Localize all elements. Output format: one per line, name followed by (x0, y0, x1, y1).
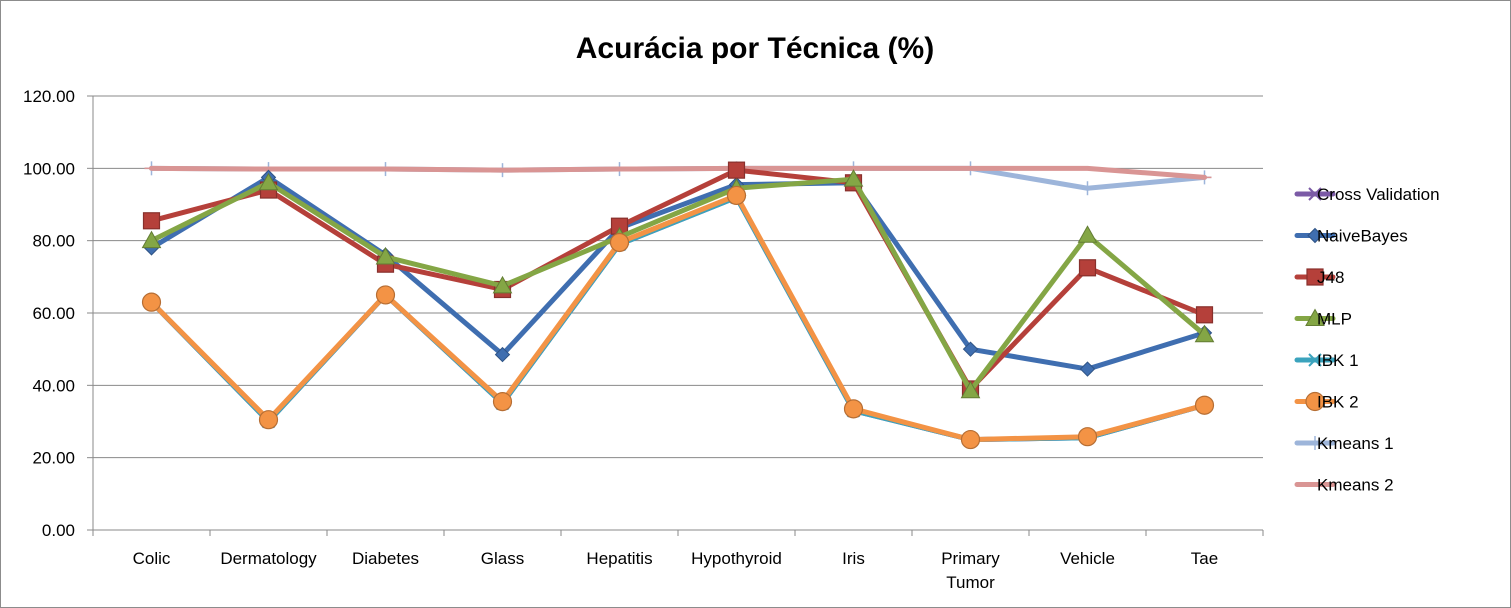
x-tick-label: Dermatology (220, 549, 317, 568)
data-point (1195, 306, 1214, 324)
x-axis: Colic Dermatology Diabetes Glass Hepatitis Hy… (92, 530, 1264, 592)
x-tick-label: Glass (481, 549, 524, 568)
data-point (1077, 427, 1098, 447)
legend-item: NaiveBayes (1294, 227, 1408, 246)
chart-title: Acurácia por Técnica (%) (576, 32, 934, 65)
data-point (1194, 324, 1215, 343)
grid-lines (93, 95, 1263, 531)
y-tick-label: 20.00 (32, 449, 75, 468)
data-point (843, 399, 864, 419)
data-point (258, 410, 279, 430)
y-tick-label: 80.00 (32, 232, 75, 251)
data-point (142, 212, 161, 230)
legend-marker (1308, 436, 1322, 450)
data-point (375, 246, 396, 265)
data-point (1080, 181, 1095, 196)
legend-marker (1305, 391, 1325, 412)
legend-label: IBK 2 (1317, 393, 1359, 412)
legend-item: Kmeans 2 (1294, 476, 1394, 495)
data-point (141, 292, 162, 312)
series-naivebayes (143, 169, 1213, 377)
legend-item: MLP (1294, 308, 1352, 329)
y-tick-label: 100.00 (23, 159, 75, 178)
legend-label: IBK 1 (1317, 351, 1359, 370)
legend-marker (1308, 353, 1322, 367)
x-tick-label: Hepatitis (586, 549, 652, 568)
series-line (149, 194, 1207, 443)
data-point (1194, 395, 1215, 415)
legend-marker (1307, 227, 1323, 244)
legend-marker (1306, 268, 1324, 286)
data-point (1079, 361, 1096, 377)
legend-item: Kmeans 1 (1294, 434, 1394, 453)
data-point (609, 232, 630, 253)
data-point (727, 161, 746, 179)
x-tick-label: Vehicle (1060, 549, 1115, 568)
x-tick-label: Hypothyroid (691, 549, 782, 568)
series-line (149, 167, 1207, 392)
y-axis: 0.00 20.00 40.00 60.00 80.00 100.00 120.00 (23, 87, 94, 540)
legend-item: IBK 1 (1294, 351, 1359, 370)
y-tick-label: 60.00 (32, 304, 75, 323)
series-ibk-2 (141, 185, 1215, 450)
legend-label: J48 (1317, 268, 1344, 287)
data-point (962, 341, 979, 357)
legend-label: Kmeans 1 (1317, 434, 1394, 453)
data-point (960, 429, 981, 450)
data-point (494, 346, 511, 363)
y-tick-label: 40.00 (32, 376, 75, 395)
legend-item: Cross Validation (1294, 185, 1440, 204)
series-cross-validation (144, 190, 1212, 447)
data-point (726, 185, 747, 206)
data-point (843, 169, 864, 187)
legend-label: MLP (1317, 310, 1352, 329)
legend-label: Cross Validation (1317, 185, 1440, 204)
series-layer (141, 161, 1215, 450)
x-tick-label: Diabetes (352, 549, 419, 568)
x-tick-label: Colic (133, 549, 171, 568)
legend: Cross Validation NaiveBayes J48 MLP IBK 1 IBK… (1294, 185, 1440, 495)
data-point (960, 380, 981, 399)
data-point (492, 392, 513, 412)
data-point (375, 285, 396, 305)
series-ibk-1 (144, 190, 1212, 447)
legend-label: NaiveBayes (1317, 227, 1408, 246)
legend-marker (1305, 308, 1325, 326)
legend-item: J48 (1294, 268, 1344, 287)
x-tick-label: Tae (1191, 549, 1218, 568)
legend-label: Kmeans 2 (1317, 476, 1394, 495)
series-line (149, 165, 1207, 180)
x-tick-label: Primary Tumor (941, 549, 1000, 592)
data-point (1078, 259, 1097, 277)
data-point (492, 275, 513, 294)
data-point (141, 230, 162, 249)
series-line (149, 176, 1207, 394)
data-point (258, 172, 279, 191)
y-tick-label: 120.00 (23, 87, 75, 106)
series-line (149, 192, 1207, 443)
x-tick-label: Iris (842, 549, 865, 568)
series-line (149, 194, 1207, 443)
legend-marker (1308, 187, 1322, 201)
series-kmeans-2 (144, 165, 1212, 180)
y-tick-label: 0.00 (42, 521, 75, 540)
data-point (1077, 225, 1098, 243)
legend-item: IBK 2 (1294, 391, 1359, 412)
series-line (149, 174, 1207, 372)
